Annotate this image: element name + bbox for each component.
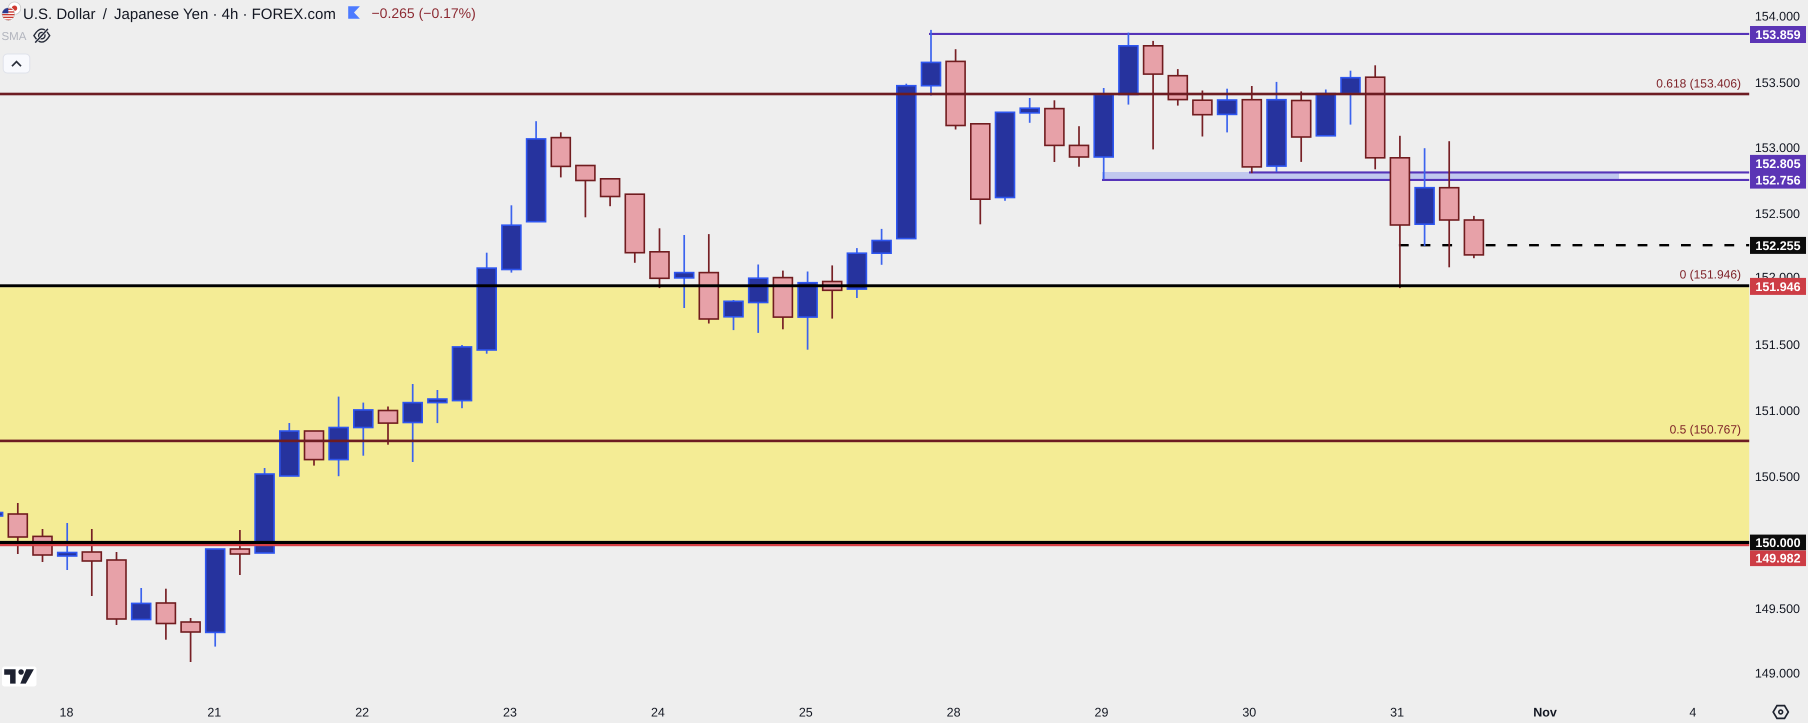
svg-text:29: 29 (1095, 706, 1109, 720)
svg-text:152.255: 152.255 (1755, 239, 1800, 253)
svg-text:−0.265 (−0.17%): −0.265 (−0.17%) (372, 5, 476, 21)
svg-text:U.S. Dollar / Japanese Yen ·: U.S. Dollar / Japanese Yen · 4h · FOREX.… (23, 6, 336, 23)
svg-text:150.000: 150.000 (1755, 536, 1800, 550)
svg-text:154.000: 154.000 (1755, 9, 1800, 23)
svg-text:153.859: 153.859 (1755, 28, 1800, 42)
svg-text:150.500: 150.500 (1755, 470, 1800, 484)
svg-text:0.618 (153.406): 0.618 (153.406) (1656, 77, 1741, 91)
svg-text:153.500: 153.500 (1755, 76, 1800, 90)
svg-text:21: 21 (207, 706, 221, 720)
svg-text:SMA: SMA (2, 31, 27, 43)
svg-text:149.000: 149.000 (1755, 666, 1800, 680)
svg-text:152.500: 152.500 (1755, 207, 1800, 221)
svg-text:151.500: 151.500 (1755, 338, 1800, 352)
svg-text:153.000: 153.000 (1755, 141, 1800, 155)
svg-text:4: 4 (1689, 706, 1696, 720)
svg-text:22: 22 (355, 706, 369, 720)
svg-text:30: 30 (1242, 706, 1256, 720)
svg-text:149.500: 149.500 (1755, 602, 1800, 616)
svg-text:Nov: Nov (1533, 706, 1557, 720)
svg-text:149.982: 149.982 (1755, 552, 1800, 566)
svg-text:31: 31 (1390, 706, 1404, 720)
svg-text:151.946: 151.946 (1755, 280, 1800, 294)
svg-text:0.5 (150.767): 0.5 (150.767) (1670, 423, 1741, 437)
svg-text:23: 23 (503, 706, 517, 720)
svg-text:25: 25 (799, 706, 813, 720)
svg-text:151.000: 151.000 (1755, 404, 1800, 418)
svg-text:152.805: 152.805 (1755, 157, 1800, 171)
svg-text:24: 24 (651, 706, 665, 720)
svg-text:152.756: 152.756 (1755, 174, 1800, 188)
svg-text:0 (151.946): 0 (151.946) (1680, 268, 1741, 282)
svg-text:18: 18 (60, 706, 74, 720)
svg-text:28: 28 (947, 706, 961, 720)
